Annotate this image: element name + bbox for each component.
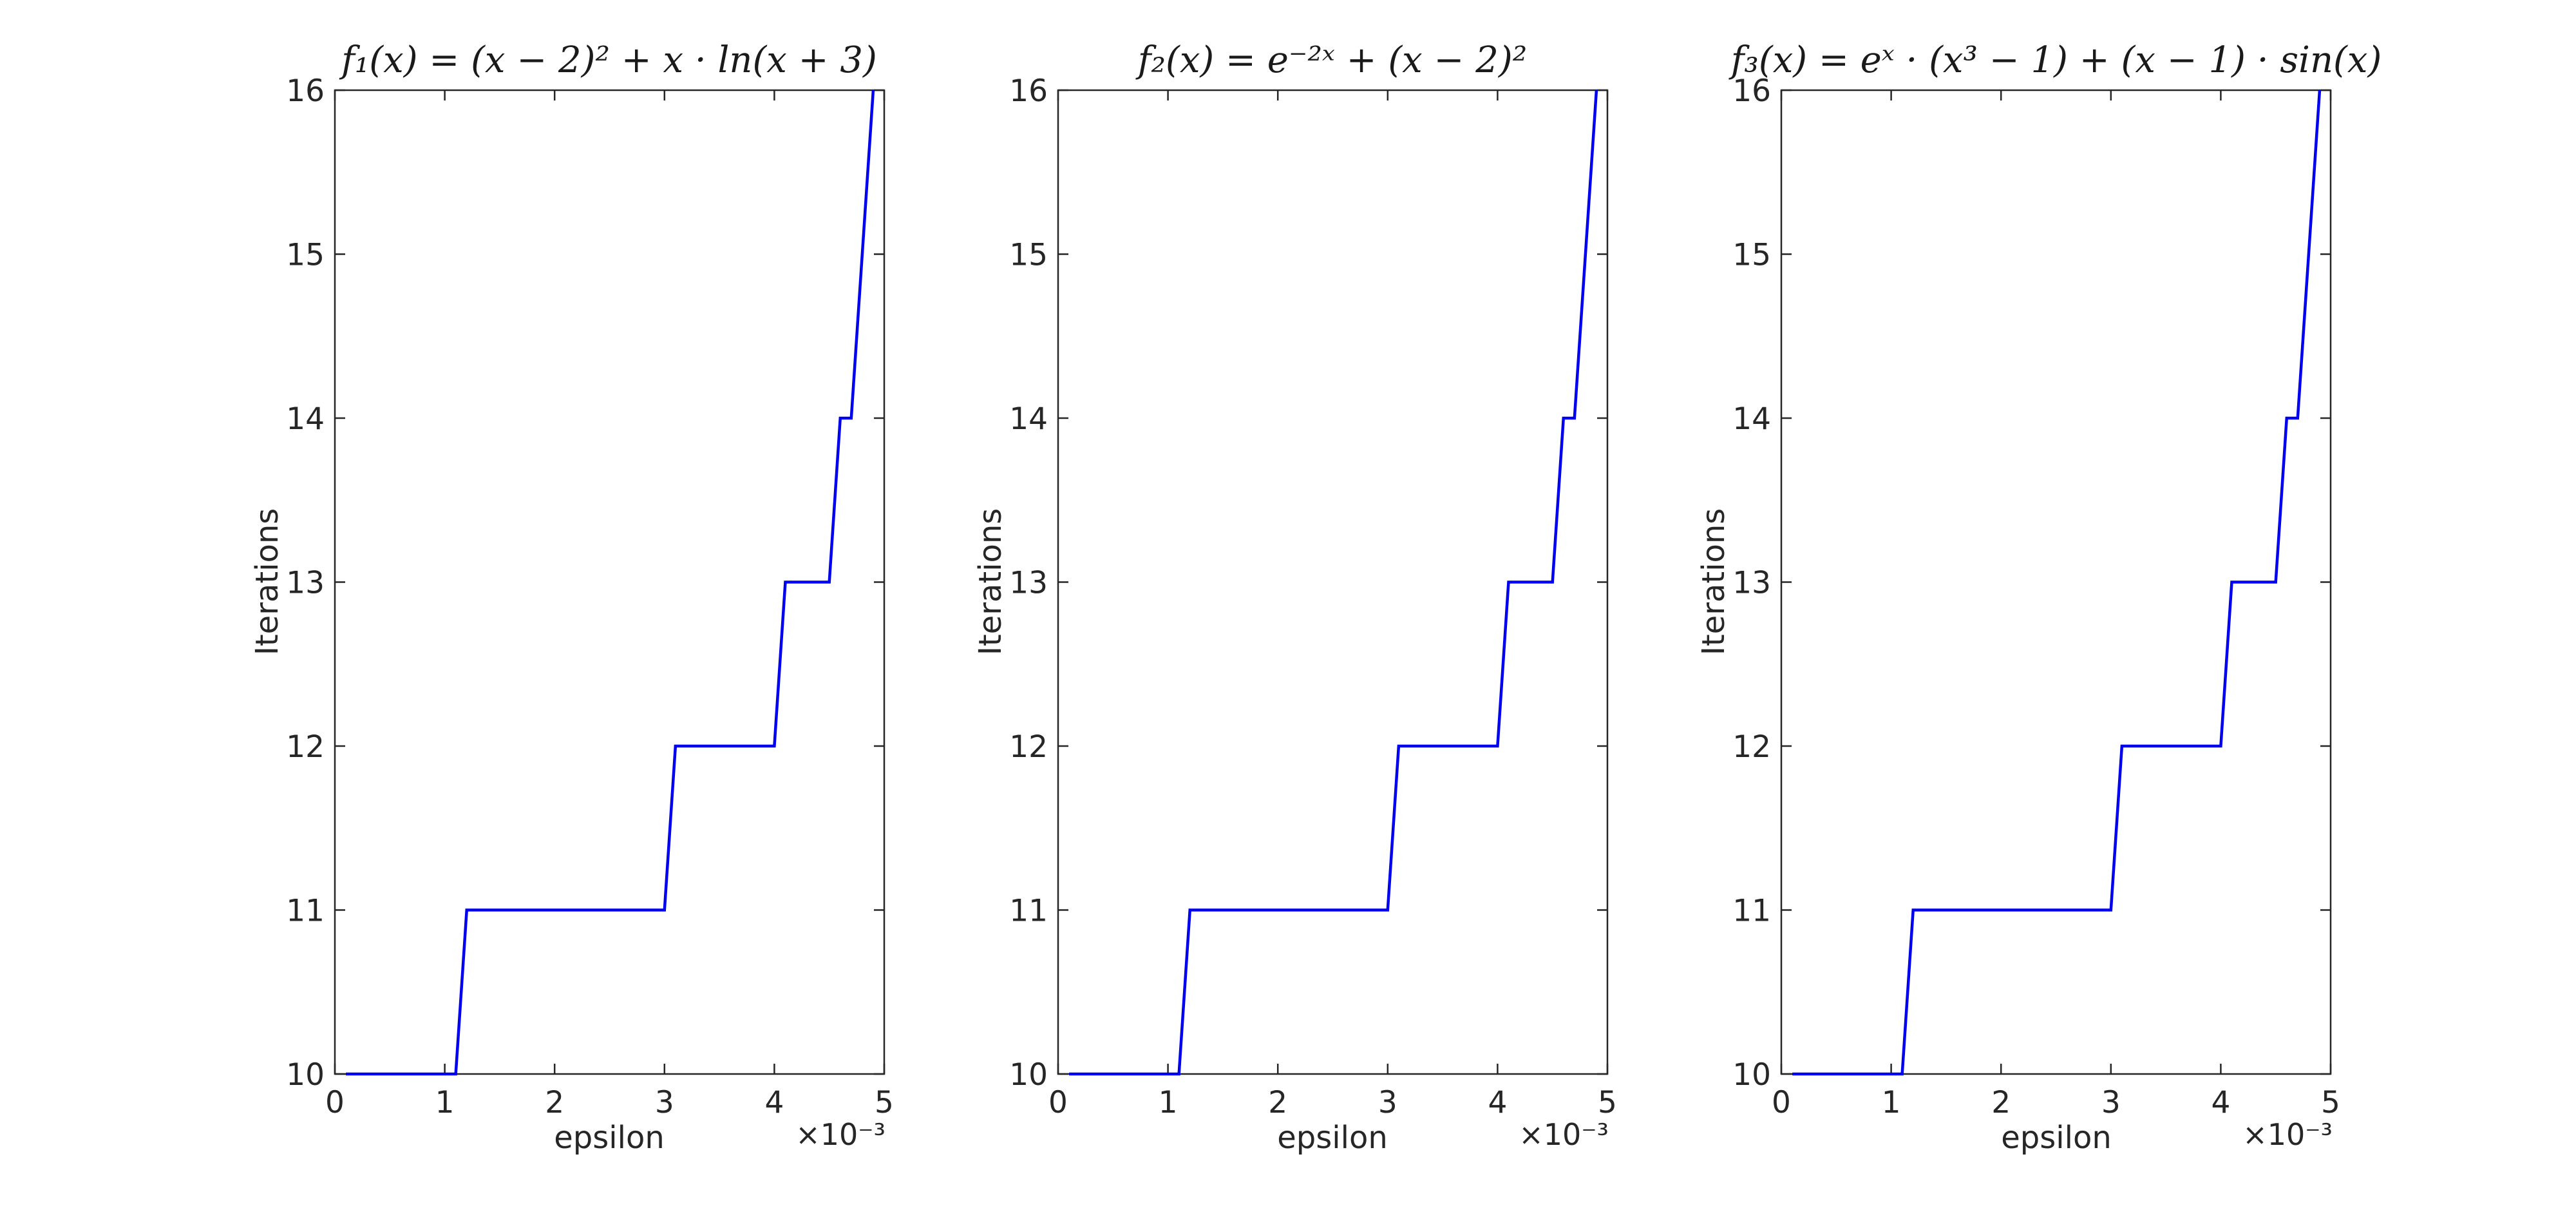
plot2-x-multiplier: ×10⁻³ [1519,1117,1609,1152]
y-tick-label: 10 [1009,1057,1048,1093]
plot1-ylabel: Iterations [249,508,285,656]
y-tick-label: 10 [286,1057,325,1093]
x-tick-label: 1 [1882,1085,1901,1120]
x-tick-label: 5 [875,1085,894,1120]
plot2-xlabel: epsilon [1277,1120,1388,1156]
x-tick-label: 0 [1772,1085,1791,1120]
plot1-xlabel: epsilon [554,1120,665,1156]
plot3-x-multiplier: ×10⁻³ [2242,1117,2333,1152]
plot1-title: f₁(x) = (x − 2)² + x · ln(x + 3) [341,39,877,81]
y-tick-label: 15 [1009,238,1048,273]
y-tick-label: 13 [1732,566,1771,601]
x-tick-label: 2 [545,1085,564,1120]
plot3-xlabel: epsilon [2001,1120,2112,1156]
step-line-1 [346,90,875,1076]
x-tick-label: 4 [1488,1085,1507,1120]
x-tick-label: 2 [1991,1085,2011,1120]
y-tick-label: 14 [286,401,325,437]
y-tick-label: 11 [286,894,325,929]
y-tick-label: 15 [286,238,325,273]
y-tick-label: 16 [286,73,325,109]
y-tick-label: 11 [1732,894,1771,929]
x-tick-label: 4 [764,1085,784,1120]
step-line-3 [1792,90,2322,1076]
x-tick-label: 3 [655,1085,674,1120]
x-tick-label: 3 [1378,1085,1397,1120]
plot2-ylabel: Iterations [972,508,1009,656]
x-tick-label: 1 [1159,1085,1178,1120]
x-tick-label: 4 [2211,1085,2230,1120]
step-line-2 [1069,90,1598,1076]
y-tick-label: 12 [286,729,325,765]
y-tick-label: 11 [1009,894,1048,929]
y-tick-label: 12 [1009,729,1048,765]
y-tick-label: 16 [1009,73,1048,109]
plot3-title: f₃(x) = eˣ · (x³ − 1) + (x − 1) · sin(x) [1730,39,2382,81]
x-tick-label: 0 [1048,1085,1068,1120]
x-tick-label: 2 [1268,1085,1287,1120]
plot1-x-multiplier: ×10⁻³ [795,1117,886,1152]
x-tick-label: 0 [325,1085,345,1120]
y-tick-label: 15 [1732,238,1771,273]
plot2-title: f₂(x) = e⁻²ˣ + (x − 2)² [1137,39,1528,81]
y-tick-label: 14 [1009,401,1048,437]
y-tick-label: 13 [1009,566,1048,601]
plot3-ylabel: Iterations [1696,508,1732,656]
y-tick-label: 14 [1732,401,1771,437]
y-tick-label: 12 [1732,729,1771,765]
x-tick-label: 5 [1598,1085,1617,1120]
x-tick-label: 5 [2321,1085,2340,1120]
y-tick-label: 16 [1732,73,1771,109]
x-tick-label: 3 [2101,1085,2121,1120]
y-tick-label: 10 [1732,1057,1771,1093]
y-tick-label: 13 [286,566,325,601]
x-tick-label: 1 [435,1085,455,1120]
